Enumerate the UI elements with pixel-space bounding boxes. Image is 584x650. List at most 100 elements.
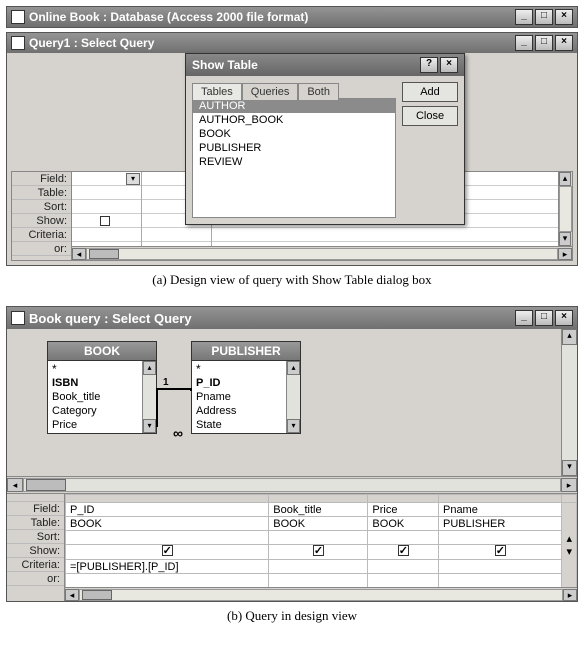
dialog-close-button[interactable]: × [440, 57, 458, 73]
field-list-publisher[interactable]: PUBLISHER * P_ID Pname Address State ▴ ▾ [191, 341, 301, 434]
scroll-right-icon[interactable]: ▸ [563, 589, 577, 601]
qbe-grid-b-cells[interactable]: P_ID Book_title Price Pname ▴▾ BOOK BOOK… [65, 494, 577, 601]
book-query-titlebar: Book query : Select Query _ □ × [7, 307, 577, 329]
show-checkbox[interactable] [398, 545, 409, 556]
show-cell[interactable] [368, 545, 439, 560]
close-button[interactable]: Close [402, 106, 458, 126]
maximize-button[interactable]: □ [535, 9, 553, 25]
field-cell[interactable]: Price [368, 503, 439, 517]
col-selector[interactable] [269, 495, 368, 503]
scroll-left-icon[interactable]: ◂ [72, 248, 86, 260]
scroll-up-icon[interactable]: ▴ [559, 172, 571, 186]
or-cell[interactable] [269, 574, 368, 588]
field-list-book[interactable]: BOOK * ISBN Book_title Category Price ▴ … [47, 341, 157, 434]
col-selector[interactable] [562, 495, 577, 503]
scroll-down-icon[interactable]: ▾ [143, 419, 156, 433]
show-checkbox[interactable] [100, 216, 110, 226]
query1-body: Field: Table: Sort: Show: Criteria: or: … [7, 53, 577, 265]
criteria-cell[interactable] [269, 560, 368, 574]
scroll-down-icon[interactable]: ▾ [287, 419, 300, 433]
field-cell[interactable]: P_ID [66, 503, 269, 517]
show-checkbox[interactable] [495, 545, 506, 556]
or-cell[interactable] [66, 574, 269, 588]
list-item[interactable]: REVIEW [193, 155, 395, 169]
qbeA-hscroll[interactable]: ◂ ▸ [72, 246, 572, 260]
maximize-button[interactable]: □ [535, 35, 553, 51]
field-cell[interactable]: Pname [438, 503, 561, 517]
sort-cell[interactable] [368, 531, 439, 545]
query-icon [11, 311, 25, 325]
maximize-button[interactable]: □ [535, 310, 553, 326]
sort-cell[interactable] [66, 531, 269, 545]
show-cell[interactable] [66, 545, 269, 560]
relationship-pane[interactable]: BOOK * ISBN Book_title Category Price ▴ … [7, 329, 577, 477]
scroll-left-icon[interactable]: ◂ [65, 589, 79, 601]
pane-vscroll[interactable]: ▴ ▾ [561, 329, 577, 476]
field-list-scroll[interactable]: ▴ ▾ [286, 361, 300, 433]
list-item[interactable]: AUTHOR [193, 99, 395, 113]
scroll-down-icon[interactable]: ▾ [559, 232, 571, 246]
scroll-down-icon[interactable]: ▾ [562, 460, 577, 476]
scroll-up-icon[interactable]: ▴ [562, 329, 577, 345]
qbeA-vscroll[interactable]: ▴ ▾ [558, 172, 572, 246]
field-list-items[interactable]: * ISBN Book_title Category Price [48, 361, 142, 433]
list-item[interactable]: PUBLISHER [193, 141, 395, 155]
dialog-help-button[interactable]: ? [420, 57, 438, 73]
field-list-items[interactable]: * P_ID Pname Address State [192, 361, 286, 433]
field-dropdown-arrow[interactable]: ▾ [126, 173, 140, 185]
scroll-right-icon[interactable]: ▸ [561, 478, 577, 492]
or-cell[interactable] [368, 574, 439, 588]
field-item[interactable]: Book_title [52, 390, 138, 404]
scroll-left-icon[interactable]: ◂ [7, 478, 23, 492]
scroll-right-icon[interactable]: ▸ [558, 248, 572, 260]
col-selector[interactable] [368, 495, 439, 503]
add-button[interactable]: Add [402, 82, 458, 102]
field-item[interactable]: * [196, 362, 282, 376]
tab-queries[interactable]: Queries [242, 83, 299, 100]
field-item[interactable]: Address [196, 404, 282, 418]
minimize-button[interactable]: _ [515, 9, 533, 25]
pane-hscroll[interactable]: ◂ ▸ [7, 477, 577, 493]
field-cell[interactable]: Book_title [269, 503, 368, 517]
criteria-cell[interactable] [438, 560, 561, 574]
field-item[interactable]: Pname [196, 390, 282, 404]
criteria-cell[interactable]: =[PUBLISHER].[P_ID] [66, 560, 269, 574]
qbeB-hscroll[interactable]: ◂ ▸ [65, 587, 577, 601]
grid-vscroll[interactable]: ▴▾ [562, 503, 577, 588]
field-item[interactable]: * [52, 362, 138, 376]
close-button[interactable]: × [555, 35, 573, 51]
close-button[interactable]: × [555, 9, 573, 25]
sort-cell[interactable] [438, 531, 561, 545]
table-cell[interactable]: BOOK [368, 517, 439, 531]
db-window-buttons: _ □ × [515, 9, 573, 25]
field-item[interactable]: Price [52, 418, 138, 432]
show-checkbox[interactable] [162, 545, 173, 556]
minimize-button[interactable]: _ [515, 35, 533, 51]
tables-listbox[interactable]: AUTHOR AUTHOR_BOOK BOOK PUBLISHER REVIEW [192, 98, 396, 218]
sort-cell[interactable] [269, 531, 368, 545]
table-cell[interactable]: BOOK [66, 517, 269, 531]
field-item[interactable]: State [196, 418, 282, 432]
col-selector[interactable] [66, 495, 269, 503]
table-cell[interactable]: PUBLISHER [438, 517, 561, 531]
tab-both[interactable]: Both [298, 83, 339, 100]
tab-tables[interactable]: Tables [192, 83, 242, 100]
table-cell[interactable]: BOOK [269, 517, 368, 531]
show-cell[interactable] [438, 545, 561, 560]
show-checkbox[interactable] [313, 545, 324, 556]
col-selector[interactable] [438, 495, 561, 503]
list-item[interactable]: BOOK [193, 127, 395, 141]
close-button[interactable]: × [555, 310, 573, 326]
scroll-up-icon[interactable]: ▴ [287, 361, 300, 375]
field-item[interactable]: ISBN [52, 376, 138, 390]
list-item[interactable]: AUTHOR_BOOK [193, 113, 395, 127]
show-cell[interactable] [269, 545, 368, 560]
minimize-button[interactable]: _ [515, 310, 533, 326]
field-item[interactable]: P_ID [196, 376, 282, 390]
or-cell[interactable] [438, 574, 561, 588]
criteria-cell[interactable] [368, 560, 439, 574]
join-label-right: ∞ [173, 425, 183, 441]
scroll-up-icon[interactable]: ▴ [143, 361, 156, 375]
field-list-scroll[interactable]: ▴ ▾ [142, 361, 156, 433]
field-item[interactable]: Category [52, 404, 138, 418]
